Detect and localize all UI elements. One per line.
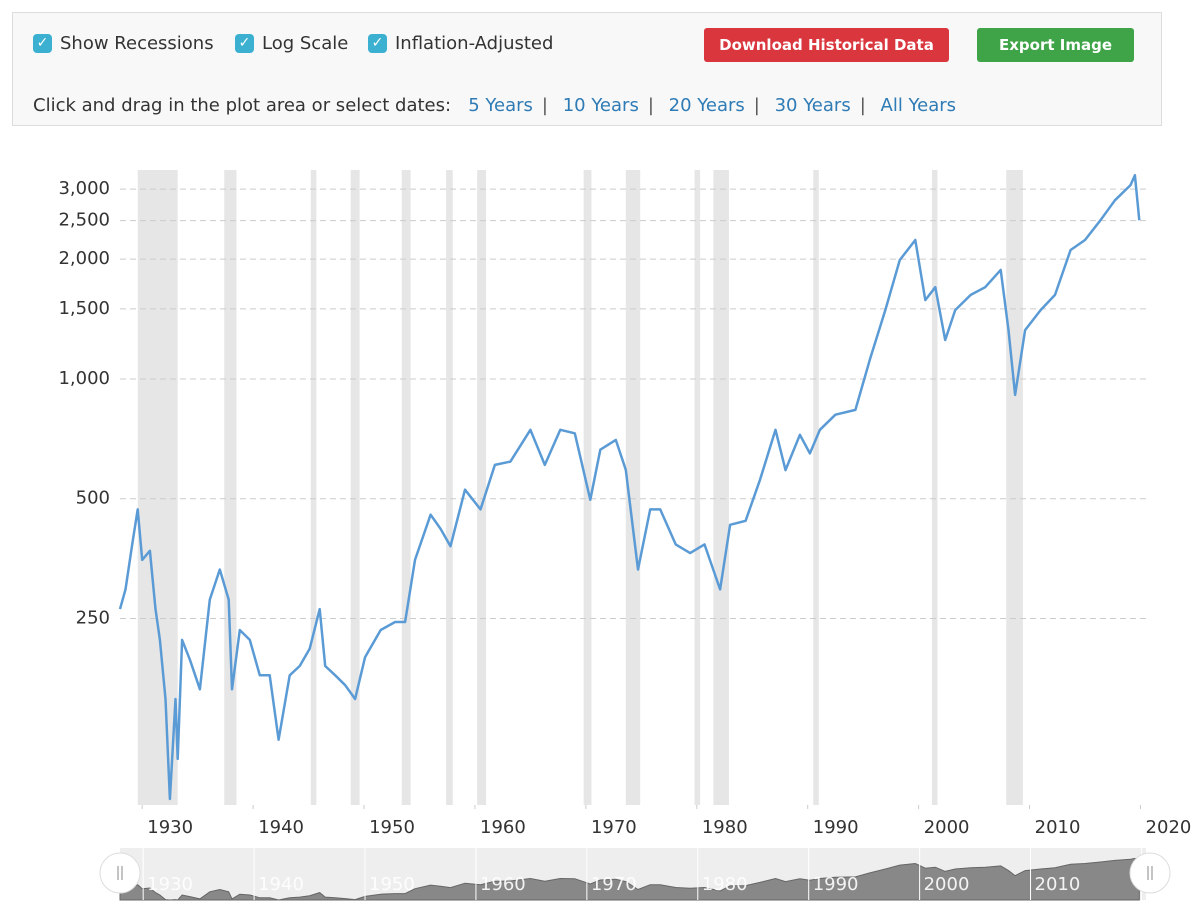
checkbox[interactable]: ✓ Inflation-Adjusted [368,33,553,54]
price-line [118,173,1141,801]
range-link[interactable]: 10 Years [562,95,639,116]
recession-band [813,170,819,805]
range-link[interactable]: 20 Years [668,95,745,116]
x-tick-label: 2000 [924,817,970,838]
button-label: Export Image [999,36,1112,54]
navigator-handle[interactable] [99,852,141,894]
recession-band [625,170,641,805]
recession-band [694,170,701,805]
range-link[interactable]: All Years [880,95,957,116]
range-link[interactable]: 5 Years [468,95,533,116]
navigator-label: 1950 [369,874,415,895]
checkbox[interactable]: ✓ Show Recessions [33,33,214,54]
x-tick-label: 1990 [813,817,859,838]
y-tick-label: 250 [76,608,110,629]
x-tick-label: 2020 [1146,817,1192,838]
checkbox[interactable]: ✓ Log Scale [235,33,348,54]
recession-band [350,170,360,805]
navigator-handle[interactable] [1129,852,1171,894]
x-tick-label: 1960 [480,817,526,838]
y-tick-label: 2,000 [58,248,110,269]
y-tick-label: 500 [76,488,110,509]
download-button[interactable]: Download Historical Data [704,28,949,62]
range-row: Click and drag in the plot area or selec… [33,95,957,116]
recession-band [446,170,453,805]
range-link[interactable]: 30 Years [774,95,851,116]
navigator-label: 1990 [813,874,859,895]
navigator-label: 1960 [480,874,526,895]
navigator-label: 1930 [147,874,193,895]
y-tick-label: 1,000 [58,368,110,389]
recession-band [931,170,938,805]
navigator-area [119,857,1140,901]
y-tick-label: 2,500 [58,210,110,231]
x-tick-label: 2010 [1035,817,1081,838]
x-tick-label: 1970 [591,817,637,838]
x-tick-label: 1940 [258,817,304,838]
recession-band [713,170,729,805]
y-tick-label: 3,000 [58,178,110,199]
recession-band [477,170,487,805]
navigator-label: 1940 [258,874,304,895]
recession-band [1006,170,1023,805]
checkbox-label: Log Scale [262,33,349,54]
y-tick-label: 1,500 [58,298,110,319]
recession-band [310,170,317,805]
prompt: Click and drag in the plot area or selec… [33,95,452,116]
navigator-label: 1980 [702,874,748,895]
checkbox-label: Show Recessions [60,33,214,54]
recession-band [224,170,237,805]
recession-band [401,170,411,805]
button-label: Download Historical Data [719,36,934,54]
checkbox-label: Inflation-Adjusted [395,33,554,54]
x-tick-label: 1950 [369,817,415,838]
navigator-label: 2010 [1035,874,1081,895]
x-tick-label: 1980 [702,817,748,838]
controls-panel: ✓ Show Recessions ✓ Log Scale ✓ Inflation-A… [12,12,1162,126]
export-button[interactable]: Export Image [977,28,1134,62]
navigator-label: 1970 [591,874,637,895]
navigator-label: 2000 [924,874,970,895]
x-tick-label: 1930 [147,817,193,838]
recession-band [137,170,178,805]
